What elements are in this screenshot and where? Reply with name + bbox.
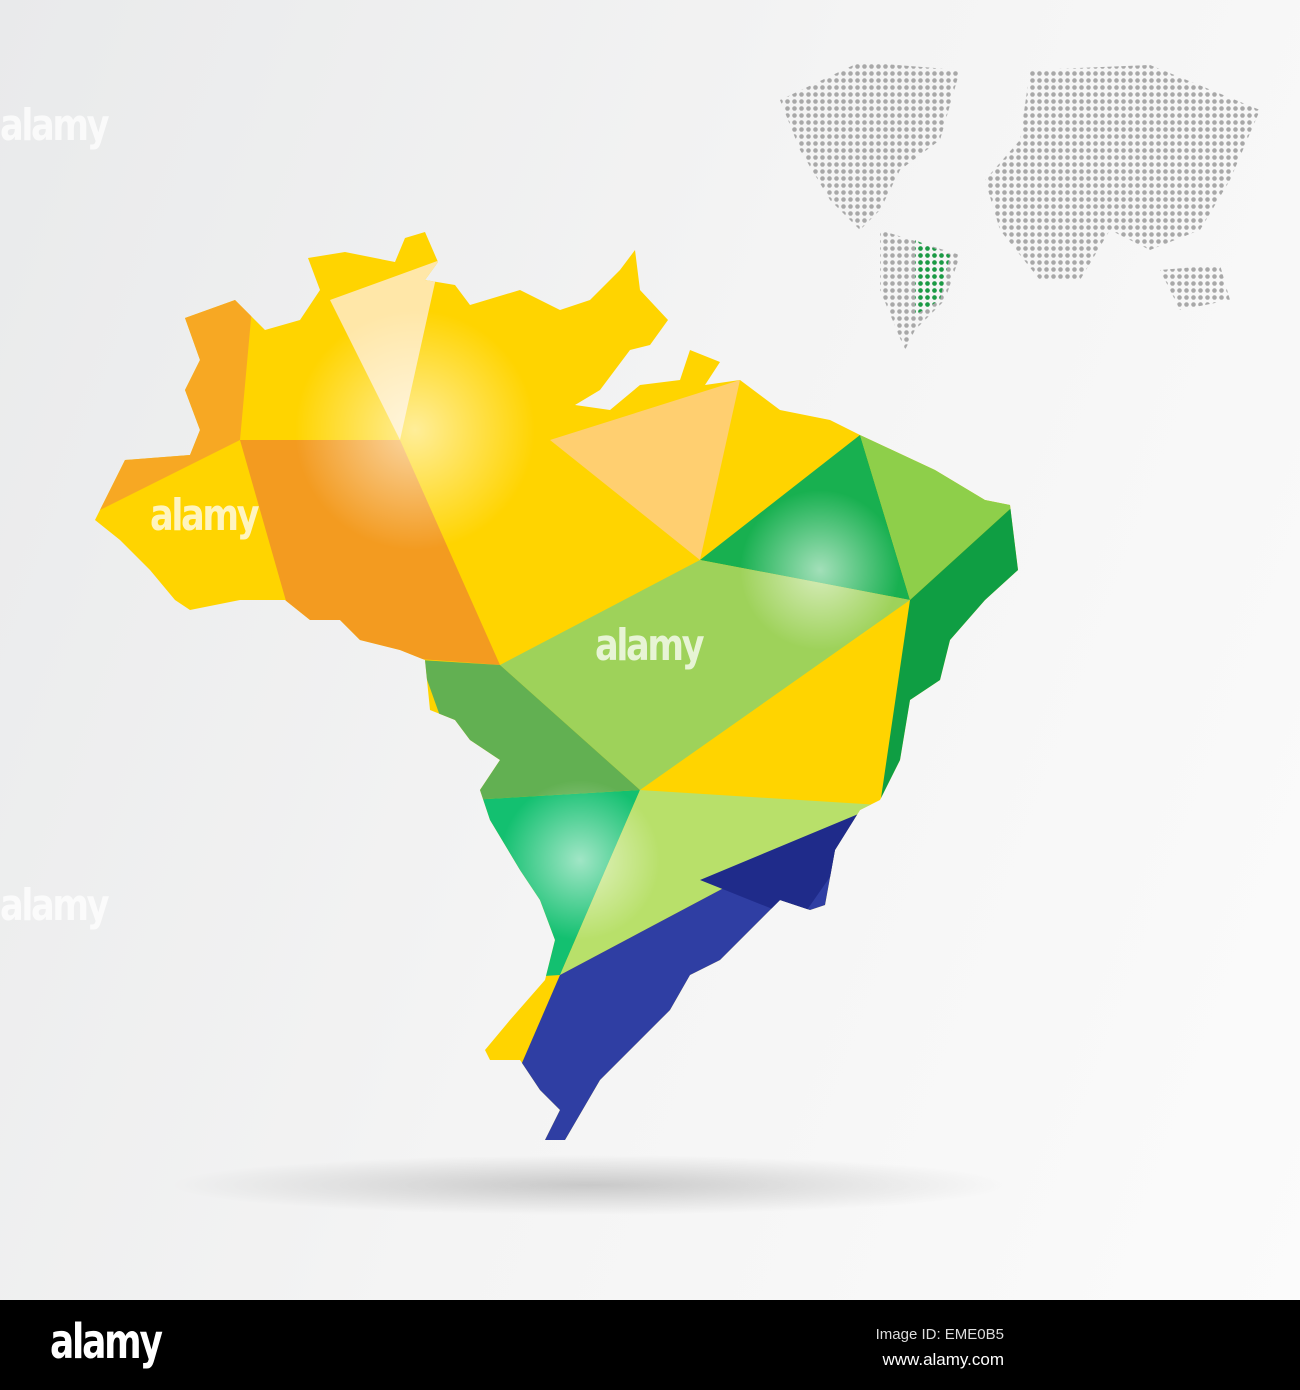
site-url: www.alamy.com	[882, 1350, 1004, 1369]
brazil-map	[95, 232, 1018, 1140]
alamy-logo: alamy	[50, 1314, 163, 1370]
watermark: alamy	[0, 880, 110, 931]
region-green-2	[860, 435, 1018, 600]
watermark: alamy	[0, 100, 110, 151]
map-shadow	[170, 1155, 1010, 1215]
region-northeast-pale	[550, 380, 740, 560]
brazil-map-graphic	[95, 62, 1260, 1215]
image-canvas: alamy alamy alamy alamy	[0, 0, 1300, 1300]
image-id: Image ID: EME0B5	[875, 1326, 1004, 1343]
watermark: alamy	[150, 490, 260, 541]
region-orange	[240, 440, 500, 665]
brazil-highlight	[915, 240, 950, 315]
footer-bar: alamy Image ID: EME0B5 www.alamy.com	[0, 1300, 1300, 1390]
watermark: alamy	[595, 620, 705, 671]
world-dot-map	[780, 62, 1260, 350]
